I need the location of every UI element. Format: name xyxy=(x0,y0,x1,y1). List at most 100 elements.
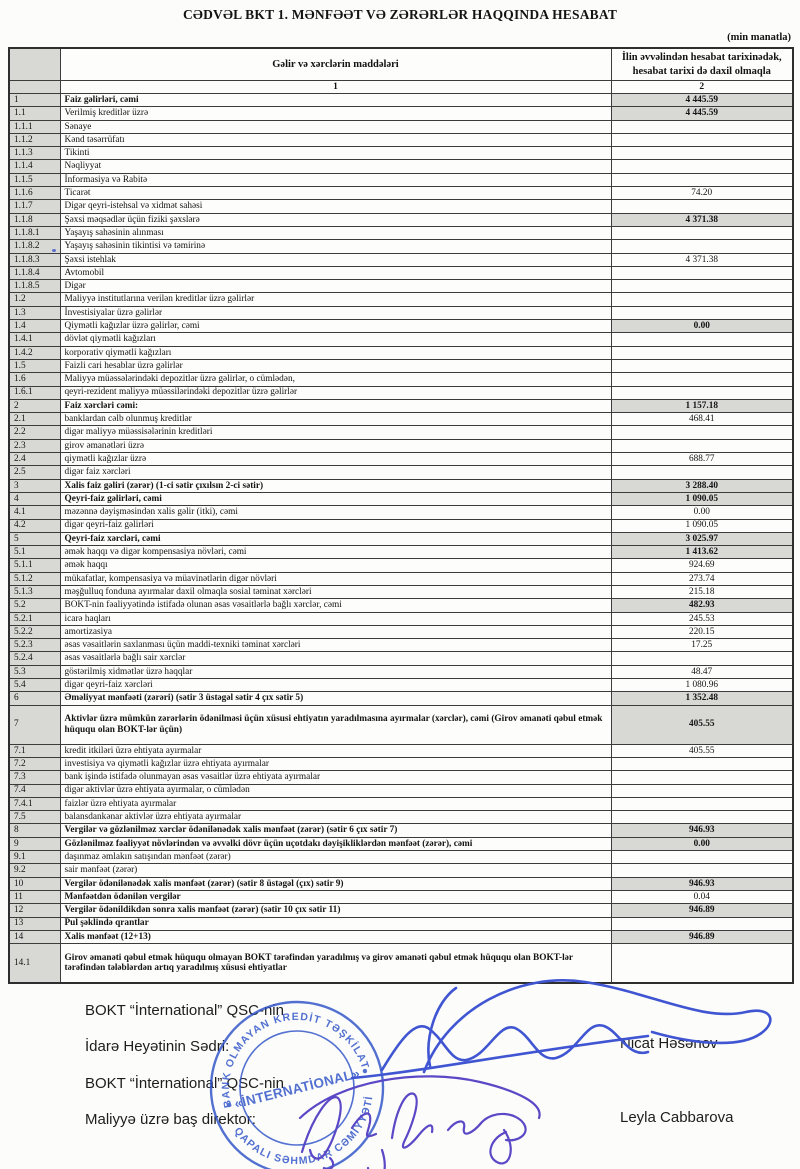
row-number: 1.4.1 xyxy=(8,332,61,347)
organization-line-2: BOKT “İnternational” QSC-nin xyxy=(85,1075,284,1092)
table-row: 1.1.7 Digər qeyri-istehsal və xidmət sahə… xyxy=(8,199,794,214)
row-value: 3 025.97 xyxy=(610,531,794,547)
row-value: 946.89 xyxy=(610,929,794,945)
row-value xyxy=(610,292,794,307)
row-number: 7.4.1 xyxy=(8,796,61,812)
row-label: Maliyyə müəssələrindəki depozitlər üzrə … xyxy=(59,372,612,387)
row-label: icarə haqları xyxy=(59,611,612,626)
row-label: Əməliyyat mənfəəti (zərəri) (sətir 3 üst… xyxy=(59,691,612,706)
row-number: 1.1.8.2 xyxy=(8,239,61,254)
row-label: Maliyyə institutlarına verilən kreditlər… xyxy=(59,292,612,307)
table-row: 5.1.2 mükafatlar, kompensasiya və müavinə… xyxy=(8,571,794,586)
row-number: 1.1.8 xyxy=(8,212,61,227)
row-number: 1.1.7 xyxy=(8,199,61,214)
row-number: 1.1.4 xyxy=(8,159,61,174)
row-value: 946.89 xyxy=(610,903,794,918)
table-row: 5.1.1 əmək haqqı 924.69 xyxy=(8,558,794,573)
row-value: 4 445.59 xyxy=(610,106,794,121)
table-row: 1.4.2 korporativ qiymətli kağızları xyxy=(8,345,794,360)
row-value: 1 157.18 xyxy=(610,398,794,414)
row-label: Şəxsi məqsədlər üçün fiziki şəxslərə xyxy=(59,212,612,227)
row-label: Tikinti xyxy=(59,146,612,161)
row-number: 1.1.2 xyxy=(8,132,61,148)
table-body: 1 Faiz gəlirləri, cəmi 4 445.59 1.1 Verilmiş… xyxy=(8,92,794,984)
row-label: Digər qeyri-istehsal və xidmət sahəsi xyxy=(59,199,612,214)
row-number: 5.1 xyxy=(8,545,61,560)
row-label: Faiz gəlirləri, cəmi xyxy=(59,92,612,108)
table-row: 12 Vergilər ödənildikdən sonra xalis mənf… xyxy=(8,903,794,918)
row-number: 2.2 xyxy=(8,425,61,440)
table-row: 1.6 Maliyyə müəssələrindəki depozitlər üz… xyxy=(8,372,794,387)
table-row: 1.1.5 İnformasiya və Rabitə xyxy=(8,172,794,188)
row-number: 7.1 xyxy=(8,743,61,758)
table-row: 6 Əməliyyat mənfəəti (zərəri) (sətir 3 üs… xyxy=(8,691,794,706)
row-value xyxy=(610,465,794,480)
row-number: 4.2 xyxy=(8,518,61,533)
table-row: 1.1.8 Şəxsi məqsədlər üçün fiziki şəxslər… xyxy=(8,212,794,227)
table-header-row: Gəlir və xərclərin maddələri İlin əvvəli… xyxy=(8,47,794,81)
row-value xyxy=(610,438,794,454)
row-number: 7 xyxy=(8,704,61,745)
row-label: Qeyri-faiz gəlirləri, cəmi xyxy=(59,491,612,507)
row-value xyxy=(610,305,794,321)
column-number-items: 1 xyxy=(59,80,612,94)
row-label: investisiya və qiymətli kağızlar üzrə eh… xyxy=(59,756,612,772)
row-number: 1.3 xyxy=(8,305,61,321)
row-number: 1.1.8.1 xyxy=(8,225,61,241)
row-value: 220.15 xyxy=(610,624,794,640)
row-value: 17.25 xyxy=(610,638,794,653)
role-chairman: İdarə Heyətinin Sədri: xyxy=(85,1038,230,1055)
row-number: 4 xyxy=(8,491,61,507)
row-value xyxy=(610,199,794,214)
row-value xyxy=(610,425,794,440)
row-label: digər faiz xərcləri xyxy=(59,465,612,480)
table-row: 1.2 Maliyyə institutlarına verilən kredit… xyxy=(8,292,794,307)
table-row: 1.1.8.2 Yaşayış sahəsinin tikintisi və tə… xyxy=(8,239,794,254)
stamp-separator-dot xyxy=(226,1102,232,1108)
table-row: 1.4 Qiymətli kağızlar üzrə gəlirlər, cəmi… xyxy=(8,319,794,334)
row-number: 1.1.6 xyxy=(8,186,61,201)
row-value: 0.00 xyxy=(610,836,794,852)
row-value xyxy=(610,146,794,161)
row-label: daşınmaz əmlakın satışından mənfəət (zər… xyxy=(59,850,612,865)
row-label: Qiymətli kağızlar üzrə gəlirlər, cəmi xyxy=(59,319,612,334)
subheader-corner-cell xyxy=(8,80,61,94)
row-value xyxy=(610,265,794,281)
row-label: mükafatlar, kompensasiya və müavinətləri… xyxy=(59,571,612,586)
row-number: 1.6 xyxy=(8,372,61,387)
row-label: Verilmiş kreditlər üzrə xyxy=(59,106,612,121)
row-label: bank işində istifadə olunmayan əsas vəsa… xyxy=(59,770,612,785)
row-number: 7.5 xyxy=(8,810,61,825)
table-row: 9.1 daşınmaz əmlakın satışından mənfəət (… xyxy=(8,850,794,865)
row-number: 5.3 xyxy=(8,664,61,680)
row-number: 10 xyxy=(8,876,61,891)
signer-name-1: Nicat Həsənov xyxy=(620,1035,718,1052)
row-value: 245.53 xyxy=(610,611,794,626)
row-value: 946.93 xyxy=(610,876,794,891)
row-value: 74.20 xyxy=(610,186,794,201)
row-value xyxy=(610,132,794,148)
table-row: 14 Xalis mənfəət (12+13) 946.89 xyxy=(8,929,794,945)
row-value: 405.55 xyxy=(610,743,794,758)
pen-mark xyxy=(52,249,56,252)
row-number: 2.1 xyxy=(8,412,61,427)
row-value: 4 371.38 xyxy=(610,212,794,227)
row-number: 6 xyxy=(8,691,61,706)
row-value: 3 288.40 xyxy=(610,478,794,493)
row-value: 215.18 xyxy=(610,584,794,600)
organization-line-1: BOKT “İnternational” QSC-nin xyxy=(85,1002,284,1019)
row-value xyxy=(610,770,794,785)
row-number: 3 xyxy=(8,478,61,493)
row-label: korporativ qiymətli kağızları xyxy=(59,345,612,360)
row-value xyxy=(610,863,794,878)
row-value xyxy=(610,756,794,772)
column-header-items: Gəlir və xərclərin maddələri xyxy=(59,47,612,81)
row-value xyxy=(610,372,794,387)
table-row: 5.3 göstərilmiş xidmətlər üzrə haqqlar 48.… xyxy=(8,664,794,680)
table-row: 1.1.8.3 Şəxsi istehlak 4 371.38 xyxy=(8,252,794,267)
table-row: 4.2 digər qeyri-faiz gəlirləri 1 090.05 xyxy=(8,518,794,533)
row-label: sair mənfəət (zərər) xyxy=(59,863,612,878)
row-number: 5.1.3 xyxy=(8,584,61,600)
row-value xyxy=(610,119,794,134)
